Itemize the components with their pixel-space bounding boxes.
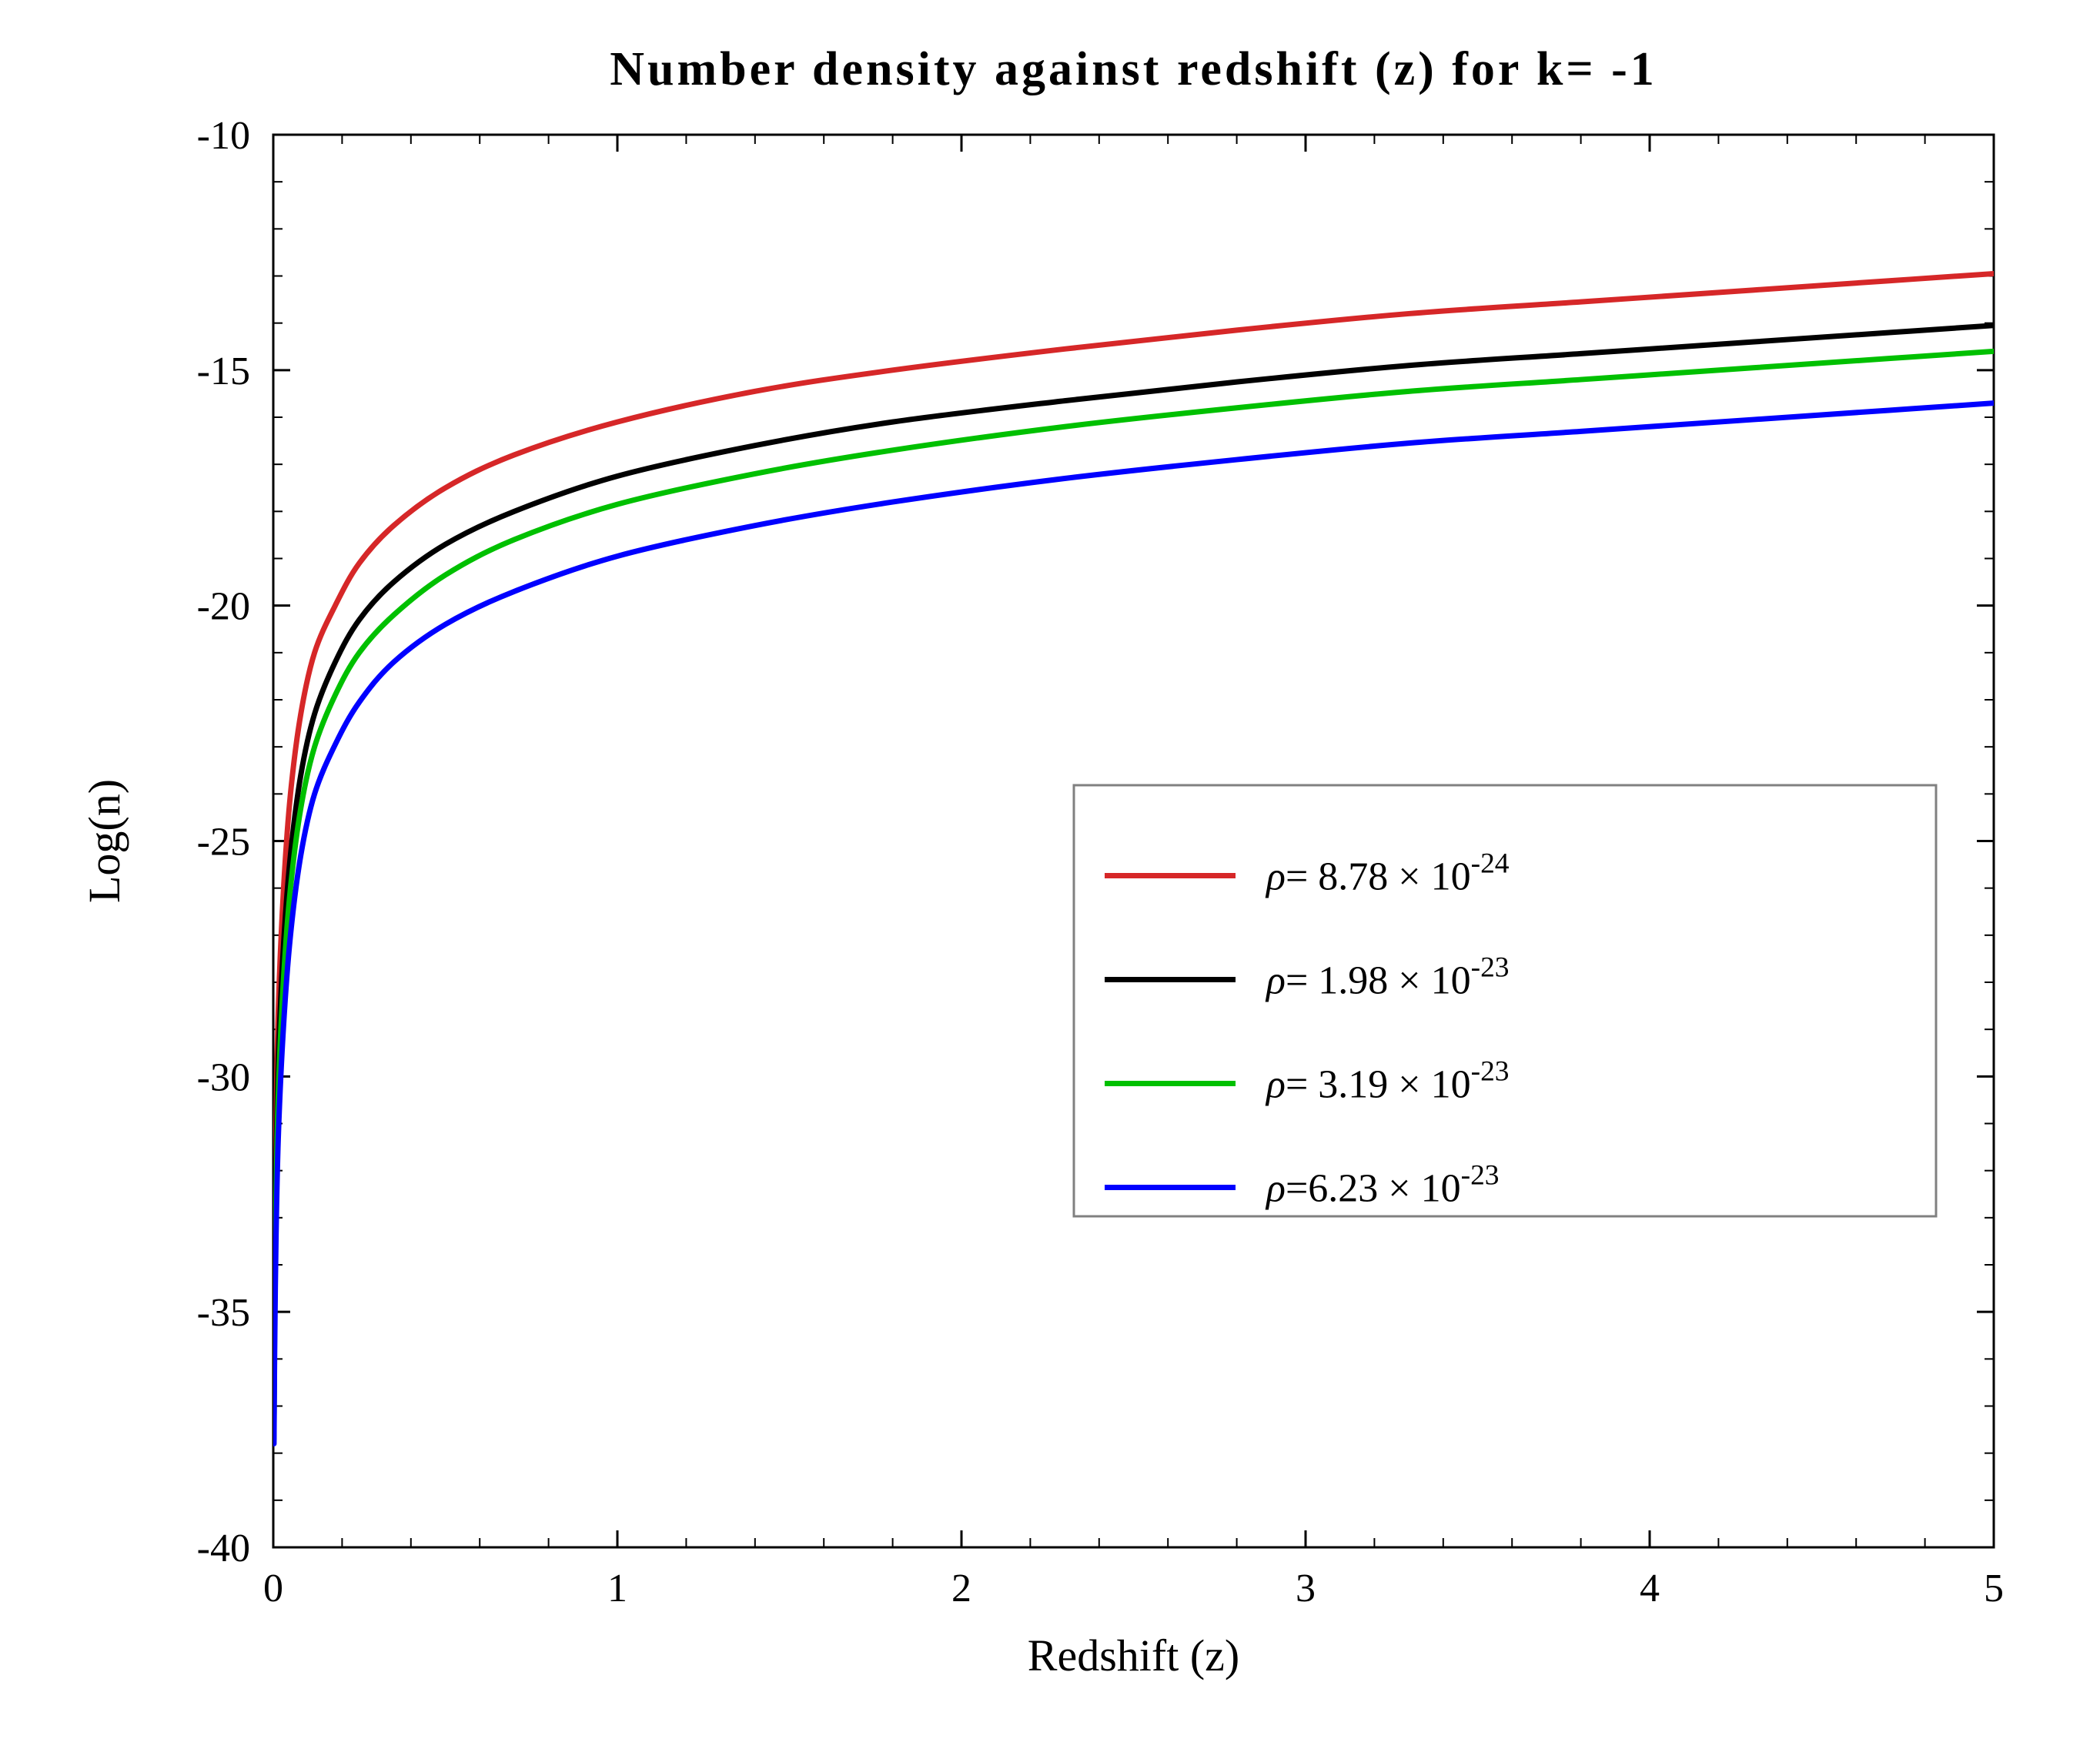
x-tick-label: 0 — [263, 1567, 283, 1610]
y-tick-label: -35 — [197, 1291, 250, 1335]
y-axis-label: Log(n) — [79, 779, 129, 903]
x-tick-label: 5 — [1984, 1567, 2004, 1610]
y-tick-label: -20 — [197, 585, 250, 629]
y-tick-label: -25 — [197, 821, 250, 864]
x-axis-label: Redshift (z) — [1028, 1630, 1239, 1680]
x-tick-label: 3 — [1296, 1567, 1316, 1610]
chart-title: Number density against redshift (z) for … — [610, 43, 1657, 95]
x-tick-label: 1 — [607, 1567, 627, 1610]
y-tick-label: -10 — [197, 114, 250, 158]
line-chart: Number density against redshift (z) for … — [0, 0, 2100, 1739]
x-tick-label: 4 — [1640, 1567, 1660, 1610]
y-tick-label: -30 — [197, 1055, 250, 1099]
chart-container: Number density against redshift (z) for … — [0, 0, 2100, 1739]
legend: ρ= 8.78 × 10-24ρ= 1.98 × 10-23ρ= 3.19 × … — [1074, 785, 1936, 1216]
y-tick-label: -40 — [197, 1527, 250, 1570]
y-tick-label: -15 — [197, 349, 250, 393]
x-tick-label: 2 — [951, 1567, 971, 1610]
